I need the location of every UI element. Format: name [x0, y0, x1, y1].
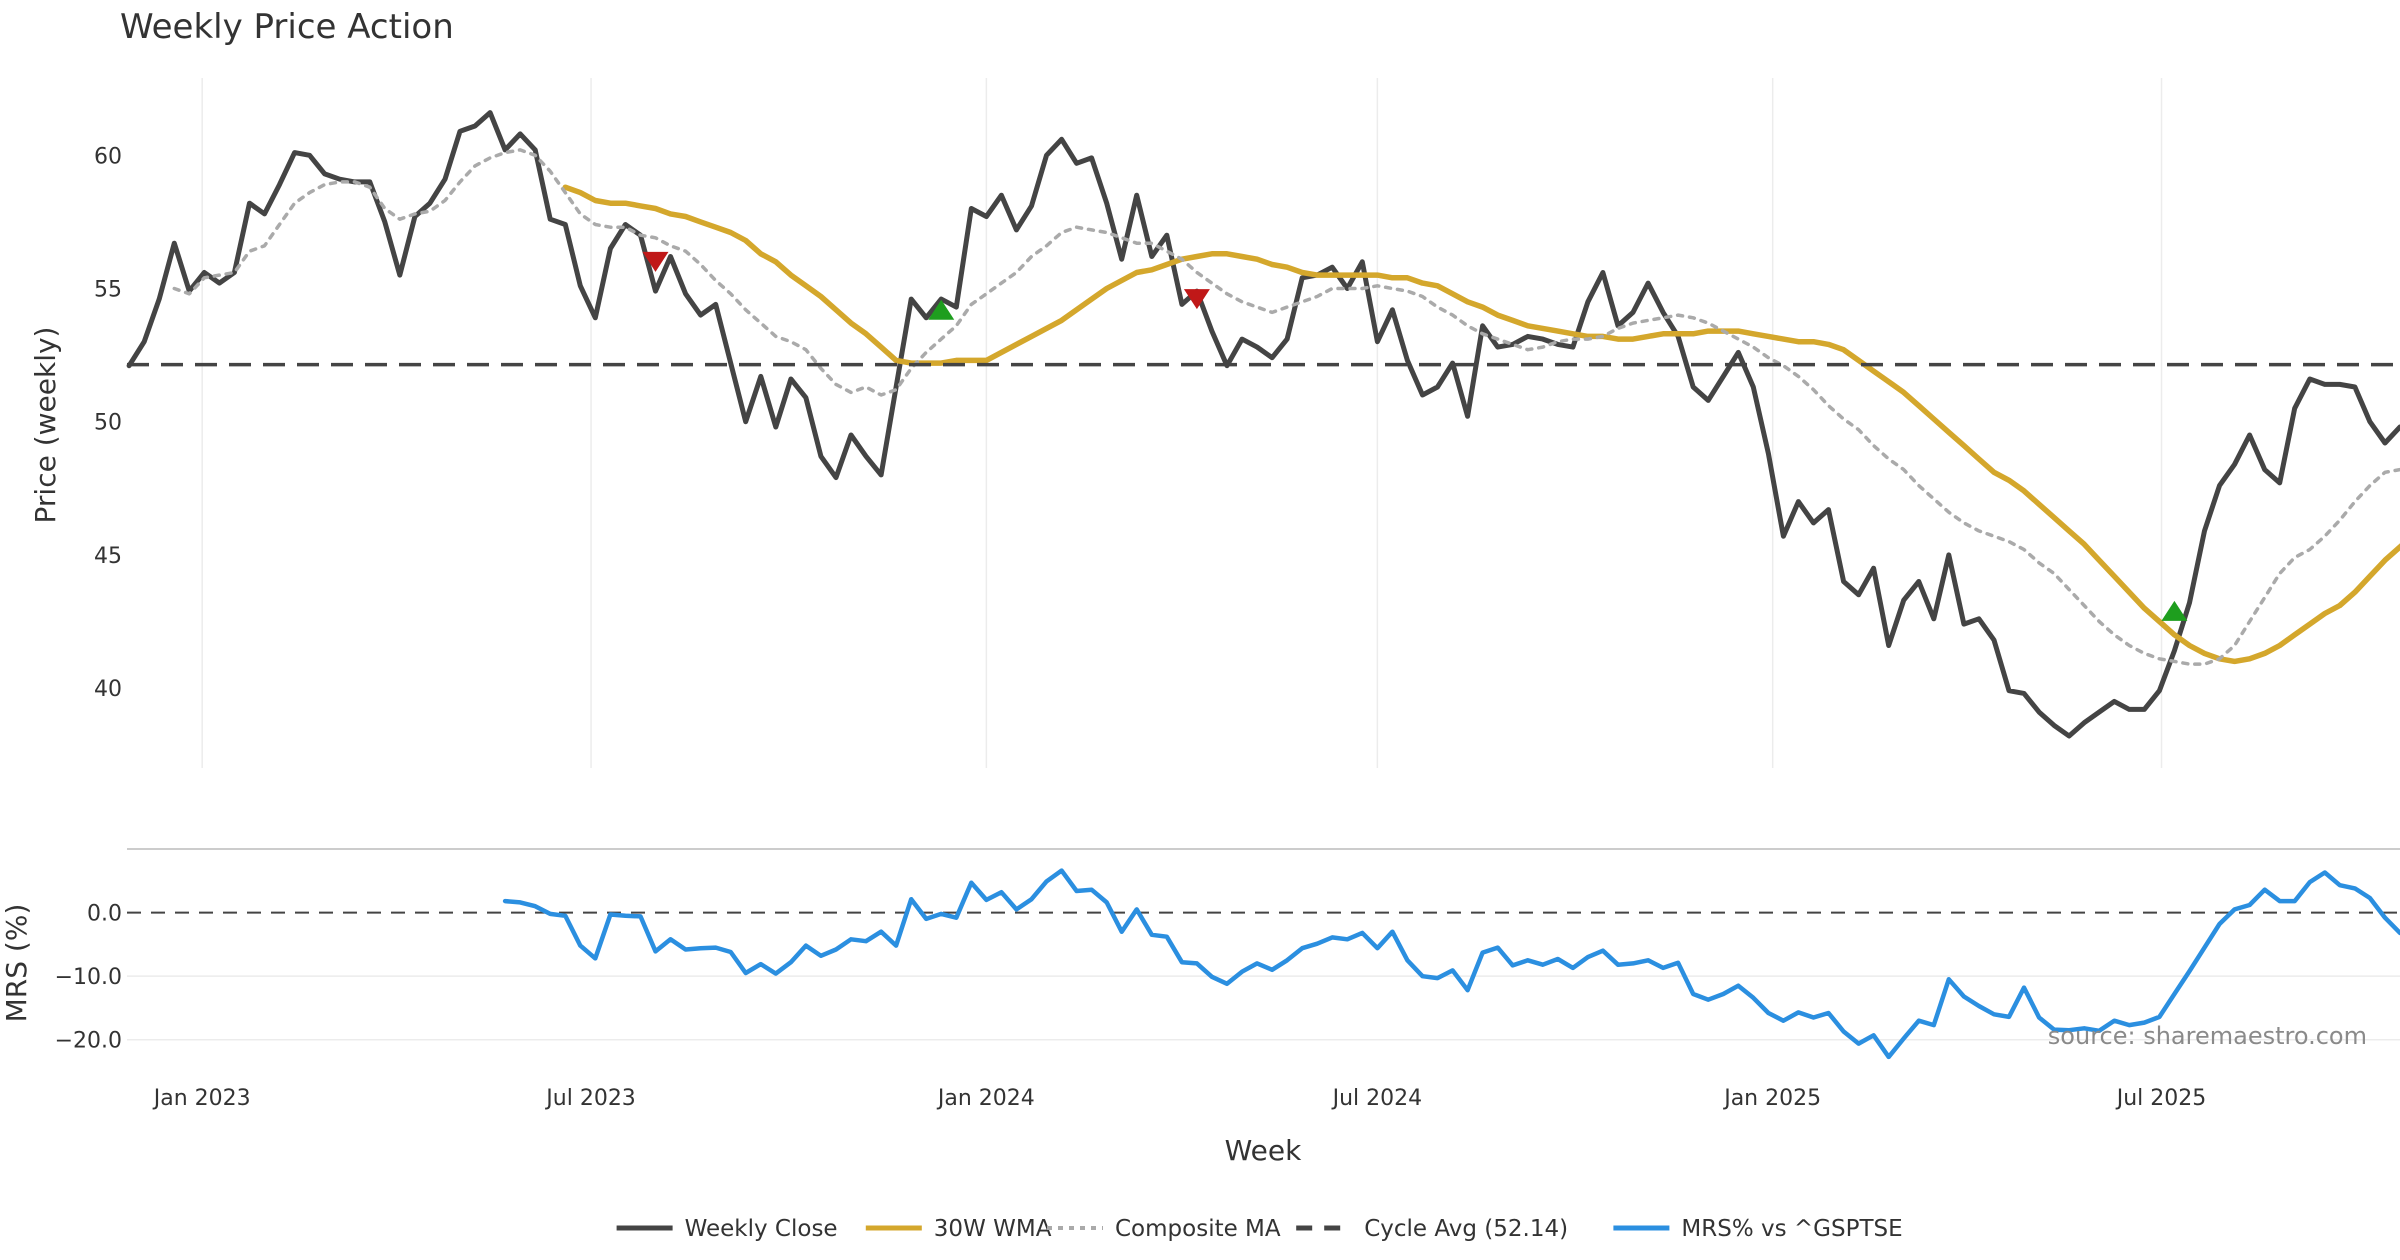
signal-markers: [642, 251, 2188, 621]
mrs-y-tick-2: −20.0: [55, 1029, 122, 1054]
buy-marker-1: [928, 299, 955, 320]
series-weekly-close: [126, 110, 2400, 739]
mrs-y-axis-title: MRS (%): [0, 904, 33, 1023]
chart-title: Weekly Price Action: [120, 7, 454, 47]
legend-item-cycle-avg-52-14: Cycle Avg (52.14): [1296, 1216, 1568, 1242]
legend-item-30w-wma: 30W WMA: [865, 1216, 1052, 1242]
legend-item-mrs-vs-gsptse: MRS% vs ^GSPTSE: [1613, 1216, 1903, 1242]
x-axis-title: Week: [1225, 1134, 1302, 1167]
x-tick-1: Jul 2023: [544, 1086, 636, 1111]
legend-label-30w-wma: 30W WMA: [934, 1216, 1052, 1242]
mrs-grid: [127, 911, 2400, 1041]
legend-label-cycle-avg-52-14: Cycle Avg (52.14): [1364, 1216, 1568, 1242]
mrs-y-ticks: 0.0 −10.0 −20.0: [55, 902, 122, 1054]
price-y-tick-45: 45: [94, 544, 122, 569]
price-y-tick-60: 60: [94, 144, 122, 169]
price-y-tick-50: 50: [94, 411, 122, 436]
legend-item-composite-ma: Composite MA: [1047, 1216, 1281, 1242]
sell-marker-0: [642, 251, 669, 272]
series-mrs-vs-gsptse: [502, 868, 2400, 1060]
x-tick-2: Jan 2024: [936, 1086, 1035, 1111]
legend-label-composite-ma: Composite MA: [1115, 1216, 1281, 1242]
price-y-ticks: 40 45 50 55 60: [94, 144, 122, 702]
mrs-y-tick-0: 0.0: [87, 902, 122, 927]
price-panel: 40 45 50 55 60: [94, 78, 2400, 768]
x-tick-4: Jan 2025: [1722, 1086, 1821, 1111]
sell-marker-2: [1183, 289, 1210, 310]
legend-label-mrs-vs-gsptse: MRS% vs ^GSPTSE: [1681, 1216, 1902, 1242]
buy-marker-3: [2161, 600, 2188, 621]
price-y-tick-40: 40: [94, 677, 122, 702]
mrs-y-tick-1: −10.0: [55, 965, 122, 990]
x-ticks: Jan 2023 Jul 2023 Jan 2024 Jul 2024 Jan 2025…: [152, 1086, 2207, 1111]
price-series: [126, 110, 2400, 739]
legend-label-weekly-close: Weekly Close: [685, 1216, 838, 1242]
x-tick-3: Jul 2024: [1331, 1086, 1423, 1111]
source-note: source: sharemaestro.com: [2048, 1022, 2367, 1050]
series-30w-wma: [562, 184, 2400, 665]
legend: Weekly Close 30W WMA Composite MA Cycle Avg…: [616, 1216, 1903, 1242]
price-grid: [201, 78, 2163, 768]
mrs-series: [502, 868, 2400, 1060]
price-y-axis-title: Price (weekly): [29, 327, 62, 524]
legend-item-weekly-close: Weekly Close: [616, 1216, 838, 1242]
x-tick-5: Jul 2025: [2115, 1086, 2207, 1111]
series-composite-ma: [172, 148, 2400, 666]
mrs-panel: 0.0 −10.0 −20.0: [55, 848, 2400, 1060]
x-tick-0: Jan 2023: [152, 1086, 251, 1111]
price-y-tick-55: 55: [94, 277, 122, 302]
